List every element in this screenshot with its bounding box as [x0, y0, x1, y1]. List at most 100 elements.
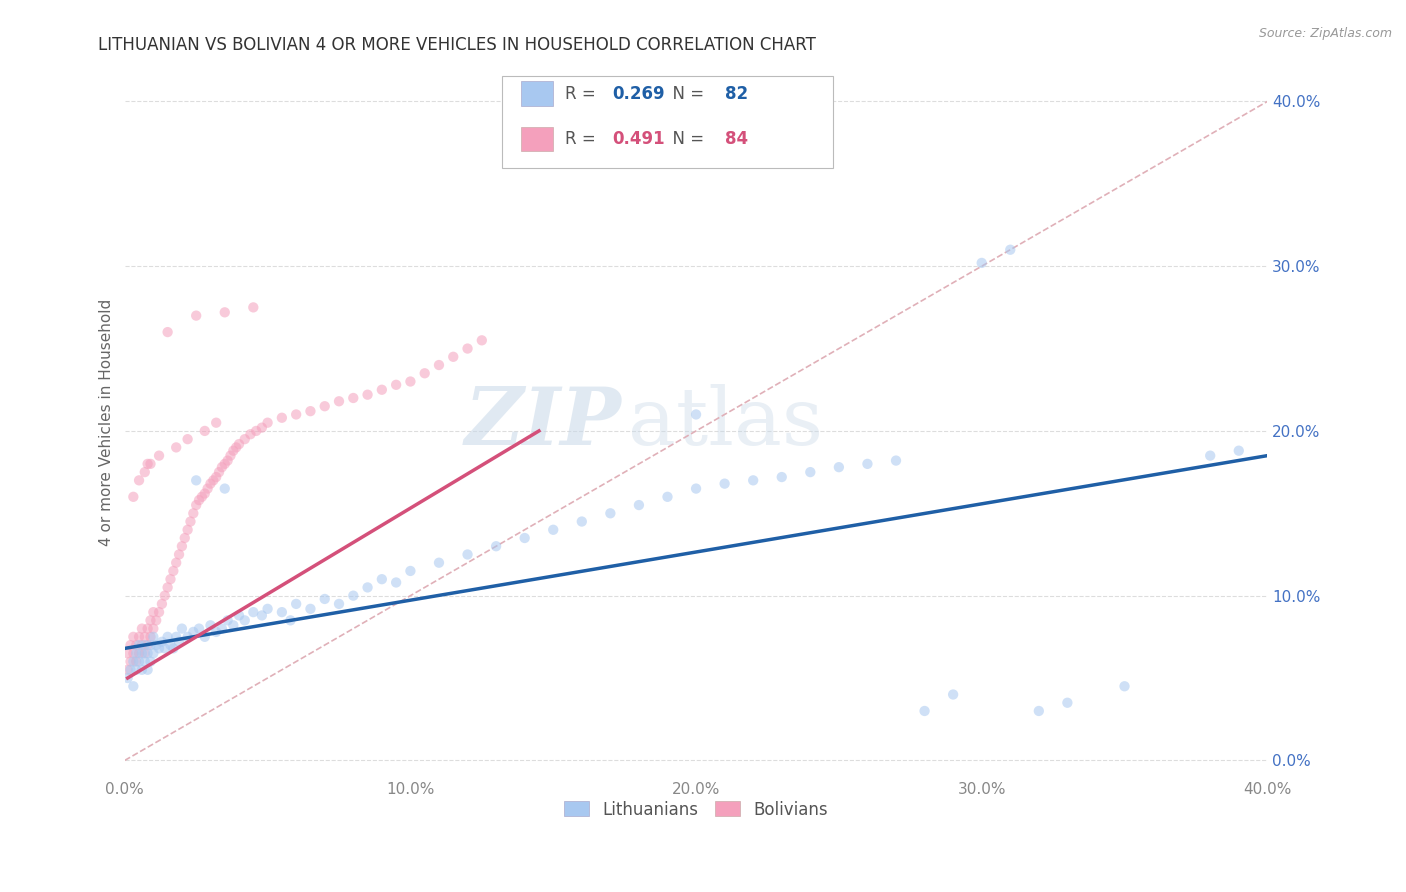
Point — [183, 506, 205, 520]
Point — [208, 465, 231, 479]
Point — [256, 602, 278, 616]
Point — [131, 663, 153, 677]
FancyBboxPatch shape — [502, 76, 834, 168]
Point — [285, 408, 308, 422]
Point — [328, 597, 350, 611]
Point — [159, 572, 181, 586]
Point — [170, 539, 193, 553]
Point — [148, 605, 170, 619]
Point — [183, 624, 205, 639]
Point — [314, 591, 336, 606]
Point — [413, 366, 436, 380]
Point — [599, 506, 621, 520]
Point — [280, 613, 302, 627]
Point — [191, 490, 214, 504]
Point — [217, 613, 239, 627]
Point — [371, 383, 394, 397]
Y-axis label: 4 or more Vehicles in Household: 4 or more Vehicles in Household — [100, 299, 114, 546]
Text: LITHUANIAN VS BOLIVIAN 4 OR MORE VEHICLES IN HOUSEHOLD CORRELATION CHART: LITHUANIAN VS BOLIVIAN 4 OR MORE VEHICLE… — [98, 36, 817, 54]
Point — [142, 630, 165, 644]
Legend: Lithuanians, Bolivians: Lithuanians, Bolivians — [557, 794, 835, 825]
Point — [176, 630, 198, 644]
Text: Source: ZipAtlas.com: Source: ZipAtlas.com — [1258, 27, 1392, 40]
FancyBboxPatch shape — [522, 127, 553, 152]
Point — [186, 498, 208, 512]
Point — [299, 602, 322, 616]
Point — [214, 482, 236, 496]
Point — [856, 457, 879, 471]
Point — [285, 597, 308, 611]
Point — [128, 630, 150, 644]
Point — [122, 646, 145, 660]
Point — [136, 646, 159, 660]
Point — [150, 597, 173, 611]
Point — [239, 427, 262, 442]
Point — [122, 630, 145, 644]
Point — [176, 432, 198, 446]
Point — [139, 638, 162, 652]
Point — [179, 515, 201, 529]
Point — [256, 416, 278, 430]
Point — [188, 622, 211, 636]
Point — [457, 342, 479, 356]
Point — [139, 457, 162, 471]
Point — [228, 608, 250, 623]
Point — [186, 309, 208, 323]
Point — [1227, 443, 1250, 458]
Point — [214, 305, 236, 319]
Point — [211, 622, 233, 636]
Point — [142, 646, 165, 660]
Point — [770, 470, 793, 484]
Point — [457, 548, 479, 562]
Point — [1056, 696, 1078, 710]
Point — [685, 408, 707, 422]
Text: atlas: atlas — [627, 384, 823, 462]
Point — [242, 605, 264, 619]
Point — [541, 523, 564, 537]
Point — [211, 460, 233, 475]
Point — [125, 655, 148, 669]
Point — [122, 490, 145, 504]
Point — [156, 325, 179, 339]
Point — [270, 410, 292, 425]
Point — [145, 638, 167, 652]
Point — [197, 482, 219, 496]
Point — [153, 641, 176, 656]
Point — [136, 622, 159, 636]
Point — [194, 630, 217, 644]
Point — [217, 453, 239, 467]
Point — [205, 470, 228, 484]
Point — [1028, 704, 1050, 718]
Point — [219, 449, 242, 463]
Text: 82: 82 — [724, 85, 748, 103]
Point — [233, 613, 256, 627]
Point — [245, 424, 267, 438]
Point — [162, 564, 184, 578]
Point — [139, 630, 162, 644]
Point — [356, 581, 378, 595]
Point — [356, 387, 378, 401]
Point — [159, 638, 181, 652]
Point — [167, 548, 190, 562]
Point — [250, 420, 273, 434]
Point — [371, 572, 394, 586]
FancyBboxPatch shape — [522, 81, 553, 106]
Point — [205, 416, 228, 430]
Point — [120, 655, 142, 669]
Point — [1199, 449, 1222, 463]
Point — [884, 453, 907, 467]
Point — [222, 443, 245, 458]
Point — [136, 457, 159, 471]
Point — [139, 613, 162, 627]
Point — [328, 394, 350, 409]
Point — [170, 622, 193, 636]
Point — [134, 465, 156, 479]
Point — [131, 646, 153, 660]
Point — [314, 399, 336, 413]
Point — [186, 474, 208, 488]
Point — [188, 493, 211, 508]
Point — [128, 655, 150, 669]
Text: 84: 84 — [724, 130, 748, 148]
Point — [914, 704, 936, 718]
Point — [194, 486, 217, 500]
